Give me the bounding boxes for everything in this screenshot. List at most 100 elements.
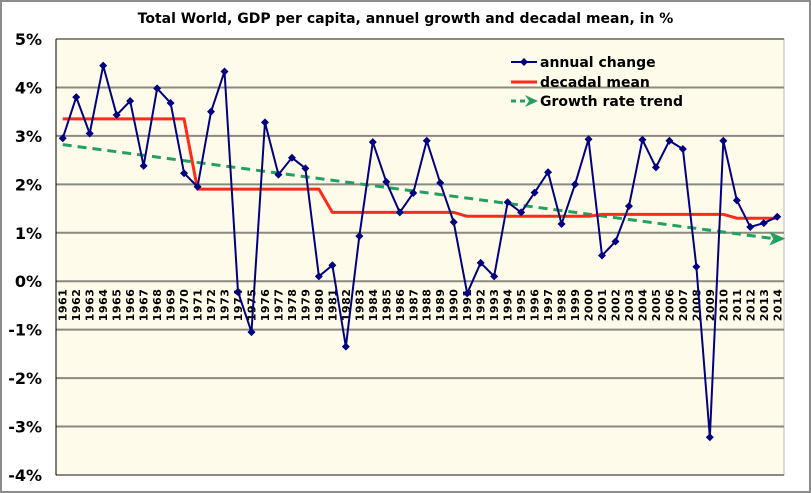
x-tick-label: 1961 — [57, 289, 70, 322]
annual-change-point — [301, 164, 310, 173]
annual-change-point — [395, 208, 404, 217]
x-tick-label: 1963 — [84, 289, 97, 322]
x-tick-label: 2006 — [663, 289, 676, 322]
plot-area — [55, 38, 785, 476]
annual-change-point — [260, 118, 269, 127]
annual-change-point — [368, 138, 377, 147]
y-tick-label: 1% — [15, 224, 42, 243]
y-tick-label: -1% — [8, 321, 42, 340]
annual-change-point — [328, 261, 337, 270]
annual-change-point — [463, 289, 472, 298]
x-tick-label: 1987 — [407, 289, 420, 322]
x-tick-label: 1988 — [421, 289, 434, 322]
x-tick-label: 2008 — [690, 289, 703, 322]
x-tick-label: 1994 — [502, 289, 515, 322]
x-tick-label: 1992 — [475, 289, 488, 322]
annual-change-point — [705, 433, 714, 442]
annual-change-point — [180, 169, 189, 178]
annual-change-point — [355, 232, 364, 241]
annual-change-point — [58, 134, 67, 143]
x-tick-label: 2009 — [704, 289, 717, 322]
annual-change-point — [517, 208, 526, 217]
annual-change-point — [449, 218, 458, 227]
x-tick-label: 1996 — [529, 289, 542, 322]
legend-diamond-icon — [520, 58, 528, 66]
x-tick-label: 1968 — [151, 289, 164, 322]
trend-arrowhead — [769, 231, 786, 246]
annual-change-point — [651, 163, 660, 172]
x-tick-label: 2001 — [596, 289, 609, 322]
annual-change-point — [153, 84, 162, 93]
y-tick-label: 4% — [15, 78, 42, 97]
annual-change-point — [759, 219, 768, 228]
annual-change-point — [584, 135, 593, 144]
annual-change-point — [773, 212, 782, 221]
x-tick-label: 1978 — [286, 289, 299, 322]
x-tick-label: 2014 — [771, 289, 784, 322]
annual-change-point — [503, 198, 512, 207]
x-tick-label: 2003 — [623, 289, 636, 322]
x-tick-label: 1985 — [380, 289, 393, 322]
y-tick-label: 2% — [15, 175, 42, 194]
legend-label: annual change — [540, 55, 656, 71]
x-tick-label: 1984 — [367, 289, 380, 322]
annual-change-point — [139, 161, 148, 170]
annual-change-point — [207, 107, 216, 116]
x-tick-label: 1964 — [97, 289, 110, 322]
annual-change-point — [166, 98, 175, 107]
legend-arrow-icon — [525, 95, 538, 107]
annual-change-point — [611, 237, 620, 246]
x-tick-label: 1991 — [461, 289, 474, 322]
annual-change-point — [436, 178, 445, 187]
x-tick-label: 1962 — [70, 289, 83, 322]
x-tick-label: 2005 — [650, 289, 663, 322]
x-tick-label: 1975 — [245, 289, 258, 322]
x-tick-label: 2004 — [636, 289, 649, 322]
x-tick-label: 1986 — [394, 289, 407, 322]
annual-change-point — [234, 287, 242, 296]
x-axis-ticks: 1961 1962 1963 1964 1965 1966 1967 1968 1969 1970… — [57, 289, 785, 322]
x-tick-label: 1983 — [353, 289, 366, 322]
x-tick-label: 1998 — [556, 289, 569, 322]
annual-change-point — [746, 222, 755, 231]
x-tick-label: 1993 — [488, 289, 501, 322]
annual-change-point — [624, 202, 633, 211]
x-tick-label: 1979 — [299, 289, 312, 322]
chart-title: Total World, GDP per capita, annuel grow… — [137, 11, 674, 27]
annual-change-point — [193, 182, 202, 191]
annual-change-point — [665, 136, 674, 145]
annual-change-point — [557, 220, 566, 229]
annual-change-point — [571, 180, 580, 189]
annual-change-point — [490, 272, 499, 281]
x-tick-label: 1981 — [326, 289, 339, 322]
annual-change-point — [287, 153, 296, 162]
annual-change-point — [72, 93, 81, 102]
x-tick-label: 2000 — [583, 289, 596, 322]
x-tick-label: 2013 — [758, 289, 771, 322]
x-tick-label: 1972 — [205, 289, 218, 322]
x-tick-label: 1980 — [313, 289, 326, 322]
annual-change-point — [314, 272, 323, 281]
y-tick-label: -4% — [8, 466, 42, 485]
y-axis-ticks: 5% 4% 3% 2% 1% 0% -1% -2% -3% -4% — [8, 30, 42, 485]
annual-change-point — [530, 188, 539, 197]
annual-change-point — [99, 61, 108, 70]
annual-change-point — [112, 111, 121, 120]
annual-change-point — [422, 136, 431, 145]
x-tick-label: 1965 — [111, 289, 124, 322]
x-tick-label: 1977 — [272, 289, 285, 322]
annual-change-point — [409, 189, 418, 198]
annual-change-point — [247, 328, 256, 337]
annual-change-point — [638, 135, 647, 144]
x-tick-label: 1966 — [124, 289, 137, 322]
y-tick-label: -3% — [8, 418, 42, 437]
annual-change-point — [678, 144, 687, 153]
y-tick-label: -2% — [8, 369, 42, 388]
x-tick-label: 1970 — [178, 289, 191, 322]
legend: annual change decadal mean Growth rate tre… — [511, 55, 683, 110]
y-tick-label: 5% — [15, 30, 42, 49]
x-tick-label: 1976 — [259, 289, 272, 322]
x-tick-label: 1971 — [192, 289, 205, 322]
x-tick-label: 1995 — [515, 289, 528, 322]
